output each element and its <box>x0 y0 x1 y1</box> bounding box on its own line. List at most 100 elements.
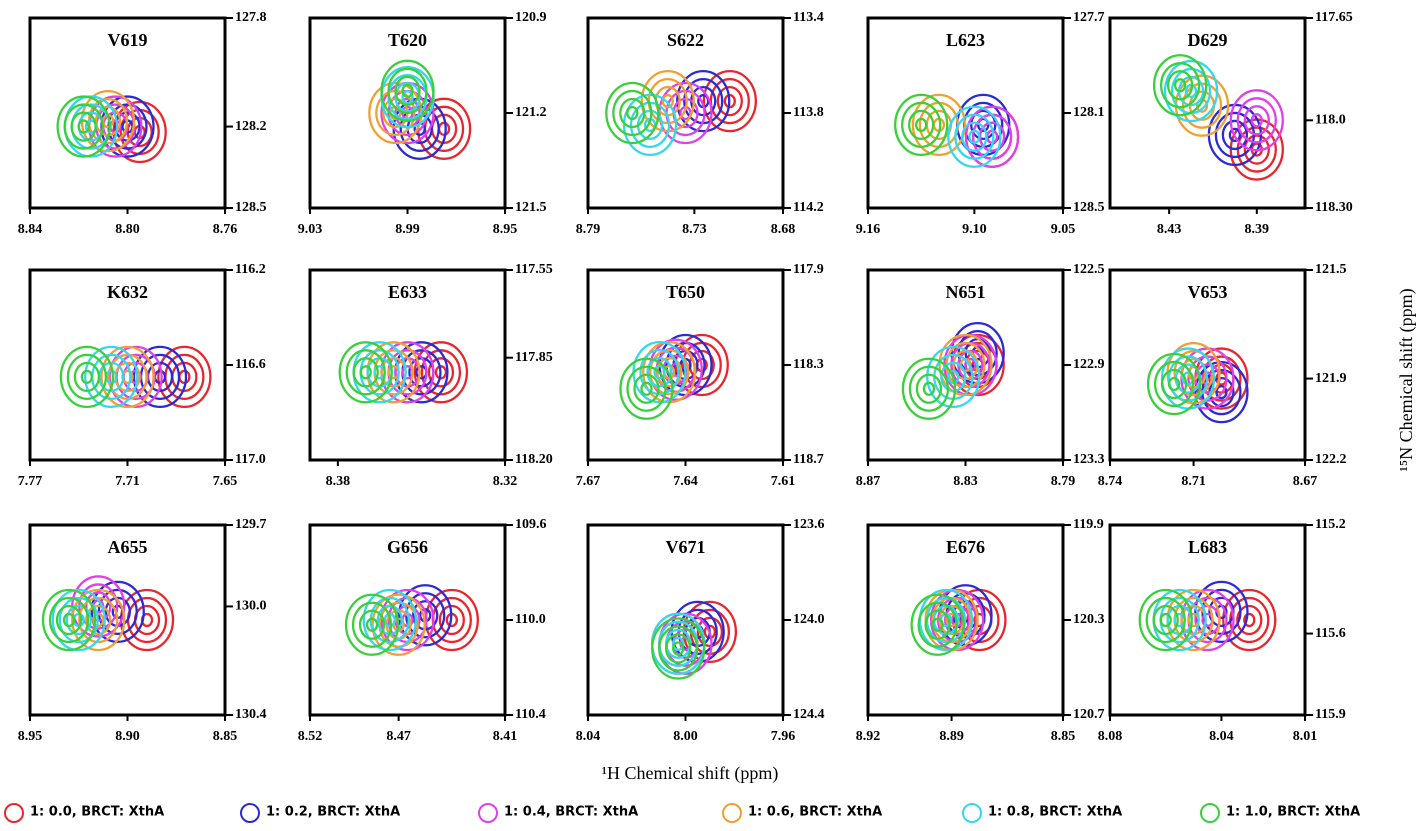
x-tick-label: 9.05 <box>1051 222 1076 237</box>
panel-title: K632 <box>107 282 148 302</box>
y-tick-label: 110.0 <box>515 612 546 627</box>
contour-ring <box>1228 127 1242 143</box>
contour-ring <box>947 105 1002 168</box>
y-tick-label: 120.9 <box>515 10 547 25</box>
contour-ring <box>626 105 639 121</box>
contour-ring <box>656 356 683 388</box>
y-tick-label: 117.0 <box>235 452 266 467</box>
contour-ring <box>970 109 997 141</box>
contour-ring <box>926 345 981 409</box>
peak <box>894 93 949 157</box>
x-tick-label: 9.03 <box>298 222 323 237</box>
contour-ring <box>633 373 660 404</box>
contour-ring <box>59 345 115 409</box>
y-tick-label: 115.2 <box>1315 517 1346 532</box>
legend-label: 1: 0.8, BRCT: XthA <box>988 805 1122 820</box>
x-tick-label: 8.99 <box>395 222 420 237</box>
contour-ring <box>1243 612 1256 628</box>
x-tick-label: 8.52 <box>298 729 323 744</box>
panel-title: T650 <box>666 282 705 302</box>
contour-ring <box>78 596 119 644</box>
contour-ring <box>894 93 949 157</box>
contour-ring <box>351 601 393 648</box>
y-tick-label: 122.2 <box>1315 452 1347 467</box>
contour-ring <box>661 93 674 109</box>
contour-ring <box>345 349 386 396</box>
contour-ring <box>387 67 428 114</box>
contour-ring <box>922 381 936 396</box>
x-tick-label: 7.64 <box>673 474 698 489</box>
y-tick-label: 130.0 <box>235 599 267 614</box>
x-tick-label: 8.79 <box>1051 474 1076 489</box>
peak <box>1229 89 1284 152</box>
panel <box>605 69 757 157</box>
y-tick-label: 128.5 <box>235 200 267 215</box>
peak <box>1138 588 1193 652</box>
x-tick-label: 8.85 <box>1051 729 1076 744</box>
panel-title: L623 <box>946 30 985 50</box>
y-tick-label: 118.20 <box>515 452 553 467</box>
contour-ring <box>947 369 960 385</box>
contour-ring <box>371 593 426 656</box>
x-tick-label: 8.89 <box>939 729 964 744</box>
contour-ring <box>41 588 97 652</box>
contour-ring <box>1153 360 1195 408</box>
panel-title: V671 <box>666 537 706 557</box>
contour-ring <box>622 93 678 157</box>
x-tick-label: 8.83 <box>953 474 978 489</box>
contour-ring <box>1166 70 1194 101</box>
contour-ring <box>658 625 699 672</box>
contour-ring <box>420 349 462 396</box>
legend-label: 1: 0.2, BRCT: XthA <box>266 805 400 820</box>
x-tick-label: 8.38 <box>326 474 351 489</box>
legend-marker <box>722 803 742 823</box>
contour-ring <box>1146 352 1202 416</box>
contour-ring <box>365 617 379 632</box>
x-tick-label: 8.00 <box>673 729 698 744</box>
contour-ring <box>649 348 690 396</box>
peak <box>56 95 111 158</box>
x-tick-label: 8.84 <box>18 222 43 237</box>
panel-title: L683 <box>1188 537 1227 557</box>
contour-ring <box>612 89 653 137</box>
panel-title: N651 <box>946 282 986 302</box>
y-tick-label: 128.2 <box>235 119 267 134</box>
contour-ring <box>427 357 455 388</box>
y-tick-label: 117.65 <box>1315 10 1353 25</box>
contour-ring <box>90 580 145 644</box>
contour-ring <box>1138 588 1193 652</box>
x-tick-label: 8.71 <box>1181 474 1206 489</box>
contour-ring <box>1236 97 1277 144</box>
contour-ring <box>1229 89 1284 152</box>
contour-ring <box>413 341 469 404</box>
contour-ring <box>639 348 680 396</box>
contour-ring <box>157 345 212 409</box>
contour-ring <box>66 353 108 401</box>
contour-ring <box>71 588 126 652</box>
x-tick-label: 8.32 <box>493 474 518 489</box>
legend-marker <box>4 803 24 823</box>
contour-ring <box>362 588 417 652</box>
contour-ring <box>1243 105 1270 136</box>
y-tick-label: 117.85 <box>515 350 553 365</box>
contour-ring <box>709 77 750 125</box>
x-tick-label: 8.73 <box>682 222 707 237</box>
contour-ring <box>84 345 139 409</box>
legend-label: 1: 0.4, BRCT: XthA <box>504 805 638 820</box>
contour-ring <box>1222 588 1277 652</box>
panel <box>59 345 212 409</box>
y-tick-label: 110.4 <box>515 707 546 722</box>
contour-ring <box>1215 384 1228 400</box>
contour-ring <box>676 69 731 133</box>
x-tick-label: 8.92 <box>856 729 881 744</box>
contour-ring <box>438 604 465 636</box>
contour-ring <box>910 593 965 656</box>
contour-ring <box>931 617 944 632</box>
contour-ring <box>911 93 967 157</box>
x-tick-label: 8.87 <box>856 474 881 489</box>
peak <box>413 341 469 404</box>
contour-ring <box>961 121 988 152</box>
y-tick-label: 123.3 <box>1073 452 1105 467</box>
contour-ring <box>702 69 757 133</box>
contour-ring <box>619 97 646 129</box>
